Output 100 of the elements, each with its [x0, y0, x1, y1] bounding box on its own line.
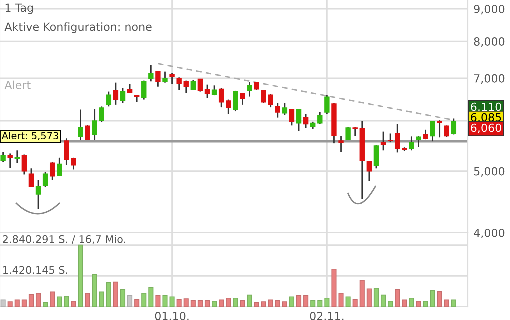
- bar: [247, 294, 252, 307]
- bar: [240, 300, 246, 307]
- candlestick: [14, 150, 20, 164]
- candlestick: [437, 120, 442, 138]
- candlestick: [170, 72, 175, 85]
- bar: [310, 300, 316, 307]
- candlestick: [0, 151, 6, 163]
- bar: [64, 296, 70, 307]
- bar: [275, 300, 280, 307]
- candlestick: [22, 154, 28, 176]
- bar: [14, 300, 20, 307]
- bar: [282, 302, 288, 307]
- bar: [156, 295, 161, 307]
- candlestick: [394, 124, 400, 154]
- bar: [57, 296, 62, 307]
- bar: [43, 302, 48, 307]
- bar: [430, 290, 436, 307]
- bar: [50, 292, 56, 307]
- bar: [324, 298, 330, 307]
- bar: [99, 292, 104, 307]
- bar: [304, 295, 309, 307]
- bar: [106, 282, 112, 307]
- candlestick: [261, 90, 266, 104]
- bar: [444, 300, 450, 307]
- candlestick: [162, 71, 168, 84]
- bar: [134, 299, 140, 307]
- candlestick: [380, 131, 386, 152]
- bar: [0, 300, 6, 307]
- candlestick: [57, 157, 62, 178]
- candlestick: [374, 144, 380, 170]
- candlestick: [247, 82, 252, 98]
- bar: [380, 294, 386, 307]
- bar: [120, 289, 126, 307]
- candlestick: [148, 64, 154, 82]
- candlestick: [99, 106, 104, 124]
- candlestick: [423, 129, 428, 140]
- bar: [22, 300, 27, 307]
- candlestick: [226, 99, 232, 115]
- bar: [162, 295, 168, 307]
- annotation: 1.420.145 S.: [3, 266, 68, 274]
- candlestick: [430, 120, 436, 142]
- x-tick-label: 02.11.: [310, 312, 344, 320]
- candlestick: [409, 136, 414, 152]
- candlestick: [444, 124, 450, 138]
- bar: [352, 299, 358, 307]
- bar: [360, 280, 365, 307]
- bar: [212, 301, 218, 307]
- candlestick: [338, 135, 344, 153]
- bar: [233, 298, 238, 307]
- text: 6,060: [471, 124, 502, 134]
- bar: [128, 295, 133, 307]
- bar: [374, 288, 379, 307]
- bar: [28, 294, 34, 307]
- candlestick: [36, 180, 42, 210]
- bar: [92, 274, 98, 307]
- candlestick: [233, 90, 238, 112]
- candlestick: [8, 153, 13, 169]
- bar: [395, 289, 400, 307]
- annotation: Alert: [4, 80, 31, 90]
- candlestick: [50, 161, 56, 182]
- bar: [36, 293, 42, 307]
- candlestick: [92, 108, 98, 141]
- bar: [113, 282, 118, 307]
- text: 6,110: [471, 102, 502, 112]
- bar: [170, 296, 175, 307]
- candlestick: [204, 84, 210, 99]
- chart-subtitle: 1 Tag: [6, 4, 34, 14]
- y-tick-label: 7,000: [474, 74, 505, 84]
- bar: [85, 293, 90, 307]
- bar: [388, 301, 394, 307]
- bar: [142, 293, 147, 307]
- y-tick-label: 8,000: [474, 38, 505, 48]
- y-tick-label: 5,000: [474, 167, 505, 177]
- x-tick-label: 01.10.: [155, 312, 189, 320]
- bar: [366, 288, 372, 307]
- candlestick: [142, 80, 147, 100]
- candlestick: [218, 88, 224, 108]
- bar: [254, 302, 260, 307]
- text: 2.840.291 S. / 16,7 Mio.: [3, 235, 126, 244]
- text: 6,085: [471, 113, 502, 123]
- candlestick: [120, 87, 126, 104]
- bar: [148, 287, 154, 307]
- bar: [409, 298, 414, 307]
- bar: [296, 295, 302, 307]
- bar: [71, 301, 76, 307]
- candlestick: [282, 102, 288, 116]
- bar: [416, 301, 422, 307]
- candlestick: [303, 114, 309, 129]
- candlestick: [106, 91, 112, 108]
- candlestick: [134, 94, 140, 104]
- candlestick: [324, 94, 330, 115]
- bar: [184, 298, 189, 307]
- candlestick: [268, 94, 274, 108]
- candlestick: [113, 82, 119, 106]
- candlestick: [28, 168, 34, 188]
- bar: [219, 300, 224, 307]
- bar: [318, 300, 323, 307]
- bar: [451, 300, 456, 307]
- ref-line-label: Alert: 5,573: [2, 132, 58, 141]
- bar: [423, 301, 428, 307]
